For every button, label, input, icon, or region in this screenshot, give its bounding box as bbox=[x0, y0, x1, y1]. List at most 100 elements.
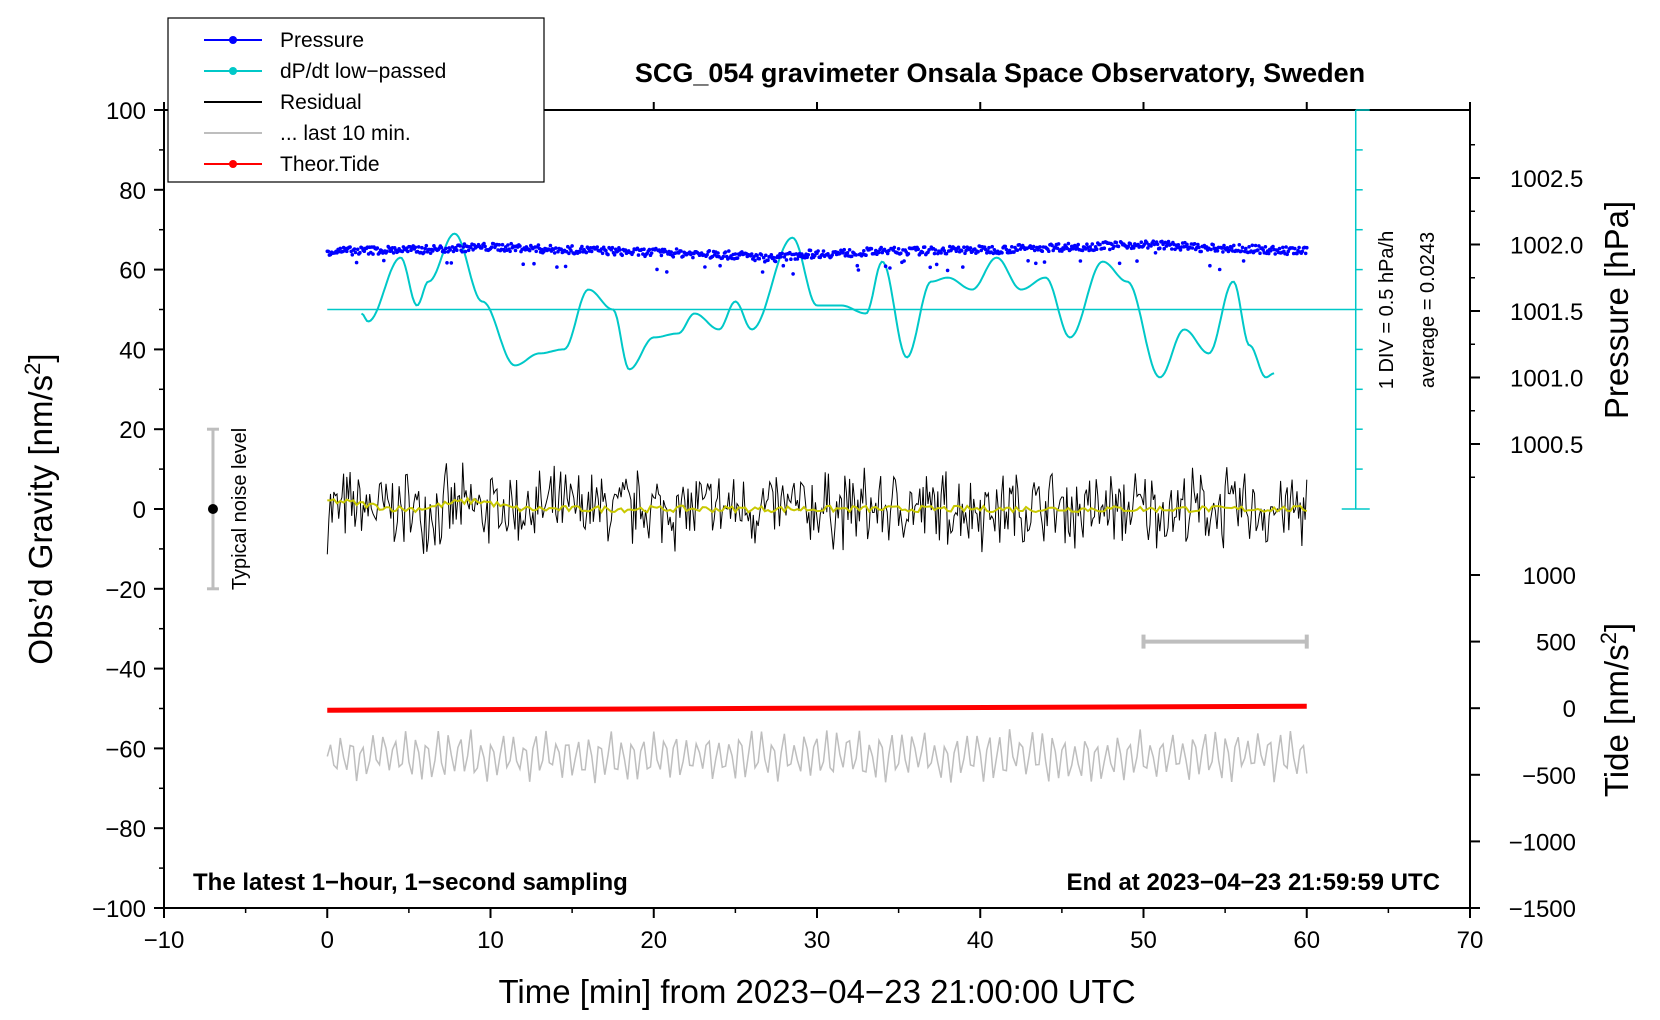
pressure-point bbox=[1131, 246, 1136, 250]
pressure-point bbox=[1108, 247, 1112, 252]
x-tick-label: 0 bbox=[321, 927, 334, 954]
y-tick-label: 40 bbox=[119, 337, 146, 364]
pressure-point bbox=[606, 252, 610, 257]
pressure-point bbox=[423, 246, 428, 251]
pressure-point bbox=[948, 244, 952, 249]
pressure-point bbox=[789, 257, 793, 262]
pressure-point bbox=[961, 265, 965, 269]
pressure-point bbox=[899, 251, 903, 256]
pressure-point bbox=[1244, 246, 1248, 251]
legend-label: ... last 10 min. bbox=[280, 122, 411, 145]
pressure-point bbox=[761, 255, 766, 260]
pressure-point bbox=[424, 243, 429, 248]
x-tick-label: 30 bbox=[804, 927, 831, 954]
pressure-point bbox=[463, 249, 468, 254]
pressure-point bbox=[1017, 243, 1022, 247]
pressure-point bbox=[521, 262, 525, 267]
pressure-point bbox=[542, 249, 546, 254]
pressure-point bbox=[554, 246, 558, 250]
pressure-point bbox=[450, 245, 455, 249]
pressure-point bbox=[760, 270, 765, 274]
pressure-point bbox=[920, 250, 925, 255]
y-axis-left-label: Obs’d Gravity [nm/s2] bbox=[20, 353, 59, 664]
pressure-point bbox=[784, 258, 789, 262]
pressure-point bbox=[527, 248, 532, 253]
x-tick-label: 70 bbox=[1457, 927, 1484, 954]
pressure-point bbox=[500, 242, 505, 247]
pressure-point bbox=[506, 243, 510, 247]
y-tick-label: 100 bbox=[106, 98, 146, 125]
pressure-point bbox=[1112, 244, 1116, 249]
pressure-point bbox=[1056, 242, 1061, 246]
pressure-point bbox=[735, 256, 740, 260]
pressure-tick-label: 1001.5 bbox=[1510, 299, 1583, 326]
pressure-point bbox=[391, 251, 396, 255]
pressure-point bbox=[902, 259, 906, 263]
pressure-point bbox=[794, 252, 799, 256]
y-tick-label: 80 bbox=[119, 178, 146, 205]
pressure-point bbox=[1220, 246, 1224, 250]
pressure-point bbox=[1261, 248, 1265, 252]
pressure-point bbox=[906, 252, 911, 256]
pressure-point bbox=[1153, 251, 1158, 255]
pressure-point bbox=[620, 253, 624, 258]
x-tick-label: 40 bbox=[967, 927, 994, 954]
pressure-point bbox=[885, 251, 890, 256]
pressure-point bbox=[854, 253, 858, 257]
average-label: average = 0.0243 bbox=[1417, 232, 1439, 388]
pressure-point bbox=[816, 249, 820, 253]
y-tick-label: −20 bbox=[105, 577, 146, 604]
pressure-point bbox=[1047, 249, 1051, 253]
pressure-point bbox=[555, 265, 559, 269]
legend-marker bbox=[229, 160, 237, 168]
pressure-point bbox=[808, 248, 813, 253]
pressure-point bbox=[757, 256, 762, 261]
pressure-point bbox=[705, 253, 709, 257]
pressure-point bbox=[1135, 259, 1139, 263]
pressure-point bbox=[932, 251, 937, 256]
pressure-point bbox=[806, 253, 811, 257]
pressure-point bbox=[389, 248, 394, 253]
pressure-point bbox=[896, 247, 901, 251]
pressure-point bbox=[1237, 243, 1242, 247]
pressure-point bbox=[563, 264, 568, 269]
pressure-point bbox=[780, 251, 784, 256]
pressure-point bbox=[721, 254, 726, 259]
pressure-point bbox=[548, 243, 553, 248]
pressure-point bbox=[759, 253, 764, 257]
pressure-point bbox=[916, 247, 920, 251]
pressure-point bbox=[1004, 247, 1009, 252]
pressure-point bbox=[345, 249, 349, 254]
pressure-point bbox=[1102, 246, 1107, 250]
pressure-point bbox=[1094, 247, 1099, 251]
pressure-point bbox=[842, 247, 846, 252]
pressure-point bbox=[755, 253, 759, 258]
pressure-point bbox=[1139, 240, 1144, 244]
pressure-point bbox=[612, 253, 617, 257]
pressure-point bbox=[350, 253, 355, 257]
pressure-point bbox=[928, 265, 932, 270]
pressure-point bbox=[518, 244, 522, 248]
pressure-point bbox=[979, 248, 984, 253]
pressure-point bbox=[448, 248, 453, 252]
pressure-point bbox=[883, 264, 888, 269]
noise-bar-dot bbox=[207, 504, 218, 514]
pressure-point bbox=[954, 249, 959, 253]
pressure-point bbox=[939, 251, 943, 255]
pressure-point bbox=[449, 261, 454, 265]
pressure-point bbox=[1151, 239, 1156, 243]
pressure-point bbox=[610, 245, 615, 250]
pressure-point bbox=[703, 265, 707, 269]
pressure-point bbox=[862, 249, 866, 253]
pressure-point bbox=[338, 246, 343, 251]
pressure-point bbox=[355, 247, 360, 252]
pressure-point bbox=[1114, 240, 1119, 245]
pressure-point bbox=[1116, 244, 1121, 249]
pressure-point bbox=[1176, 243, 1181, 247]
x-tick-label: 10 bbox=[477, 927, 504, 954]
pressure-point bbox=[604, 248, 608, 253]
pressure-point bbox=[556, 249, 560, 254]
pressure-point bbox=[1209, 247, 1213, 252]
pressure-point bbox=[1075, 245, 1079, 250]
pressure-series bbox=[325, 239, 1309, 276]
